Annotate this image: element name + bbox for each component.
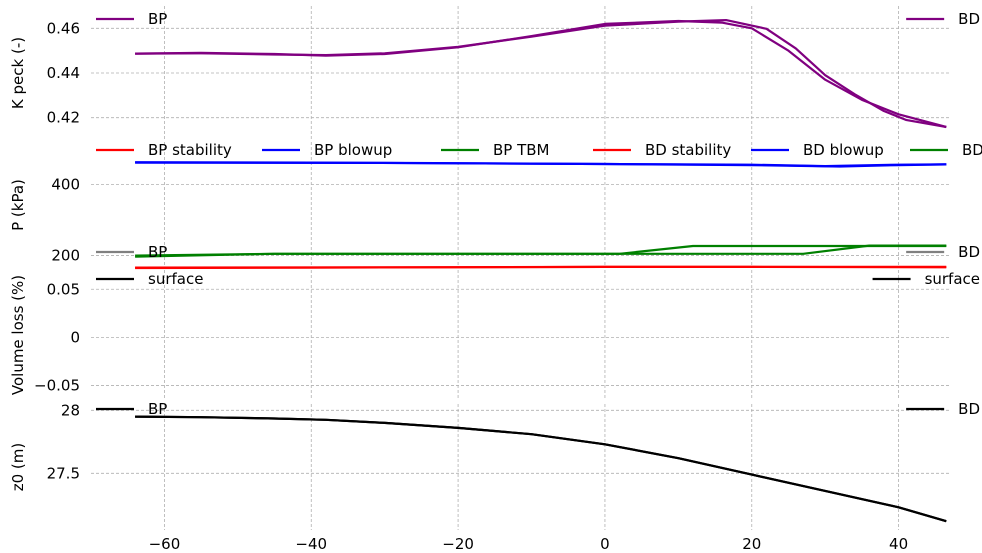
x-tick-label: 20 xyxy=(742,535,761,553)
legend-p2-3: BD stability xyxy=(593,141,731,159)
legend-label: BP xyxy=(148,10,167,28)
series-line-bd xyxy=(135,415,947,523)
legend-bp: BP xyxy=(96,10,167,28)
legend-label: BP blowup xyxy=(314,141,392,159)
x-tick-label: 40 xyxy=(889,535,908,553)
legend-label: surface xyxy=(148,270,203,288)
x-tick-label: −60 xyxy=(149,535,181,553)
series-line-bd-blowup xyxy=(135,161,947,168)
legend-label: BD blowup xyxy=(803,141,884,159)
y-axis-label: K peck (-) xyxy=(9,37,27,109)
legend-p3-surface-right: surface xyxy=(872,270,980,288)
series-line-bd xyxy=(135,19,947,129)
legend-label: BD xyxy=(958,243,980,261)
x-tick-label: −40 xyxy=(295,535,327,553)
panel-2: 200 400 P (kPa) xyxy=(9,161,950,270)
panel-4: 27.5 28 z0 (m) xyxy=(9,401,950,523)
legend-label: BD xyxy=(958,400,980,418)
legend-label: BD xyxy=(958,10,980,28)
y-tick-label: −0.05 xyxy=(34,377,80,395)
x-tick-label: −20 xyxy=(442,535,474,553)
legend-p3-surface-left: surface xyxy=(96,270,203,288)
legend-label: surface xyxy=(925,270,980,288)
legend-p2-5: BD TBM xyxy=(910,141,982,159)
panel-1: 0.42 0.44 0.46 K peck (-) xyxy=(9,19,950,129)
legend-label: BD TBM xyxy=(962,141,982,159)
y-tick-label: 0.05 xyxy=(47,280,80,298)
x-tick-label: 0 xyxy=(600,535,610,553)
legend-p2-0: BP stability xyxy=(96,141,232,159)
legend-p4-bp: BP xyxy=(96,400,167,418)
y-axis-label: Volume loss (%) xyxy=(9,275,27,395)
series-line-bd-stability xyxy=(135,265,947,269)
y-tick-label: 0.46 xyxy=(47,19,80,37)
legend-label: BP xyxy=(148,400,167,418)
y-tick-label: 0.42 xyxy=(47,109,80,127)
legend-bd: BD xyxy=(906,10,980,28)
y-tick-label: 28 xyxy=(61,401,80,419)
legend-label: BP xyxy=(148,243,167,261)
legend-p4-bd: BD xyxy=(906,400,980,418)
legend-p2-1: BP blowup xyxy=(262,141,392,159)
legend-label: BP TBM xyxy=(493,141,550,159)
series-line-bd-tbm xyxy=(135,244,947,258)
panel-3: −0.05 0 0.05 Volume loss (%) xyxy=(9,275,950,395)
y-axis-label: P (kPa) xyxy=(9,179,27,231)
legend-p3-bd: BD xyxy=(906,243,980,261)
y-tick-label: 0.44 xyxy=(47,64,80,82)
y-tick-label: 200 xyxy=(51,247,80,265)
legend-label: BD stability xyxy=(645,141,731,159)
legend-label: BP stability xyxy=(148,141,232,159)
y-axis-label: z0 (m) xyxy=(9,443,27,492)
legend-p2-4: BD blowup xyxy=(751,141,884,159)
legend-p3-bp: BP xyxy=(96,243,167,261)
y-tick-label: 0 xyxy=(70,328,80,346)
legend-p2-2: BP TBM xyxy=(441,141,550,159)
y-tick-label: 27.5 xyxy=(47,464,80,482)
y-tick-label: 400 xyxy=(51,176,80,194)
series-line-bp xyxy=(135,415,947,523)
